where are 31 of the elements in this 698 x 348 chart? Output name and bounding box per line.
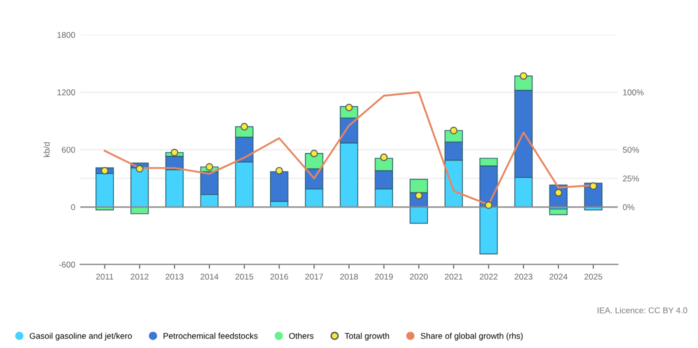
y2-tick-label: 0%: [622, 204, 634, 210]
x-tick-label: 2012: [130, 274, 148, 280]
legend-label: Total growth: [344, 332, 389, 340]
y-tick-label: 1200: [58, 89, 76, 96]
x-tick-label: 2018: [340, 274, 358, 280]
legend-label: Others: [289, 332, 314, 339]
x-tick-label: 2023: [514, 274, 532, 280]
y-tick-label: 1800: [58, 32, 76, 38]
y2-tick-label: 50%: [622, 146, 639, 153]
x-tick-label: 2020: [410, 274, 428, 280]
text: IEA. Licence: CC BY 4.0: [598, 307, 688, 314]
y-tick-label: -600: [59, 262, 76, 268]
legend-label: Gasoil gasoline and jet/kero: [30, 332, 132, 340]
x-tick-label: 2025: [584, 274, 602, 280]
x-tick-label: 2014: [200, 274, 218, 280]
x-tick-label: 2011: [96, 274, 114, 280]
x-tick-label: 2022: [480, 274, 498, 280]
y2-tick-label: 25%: [623, 176, 639, 182]
y-axis-title: kb/d: [44, 142, 50, 157]
y-tick-label: 600: [62, 146, 76, 153]
x-tick-label: 2024: [550, 274, 568, 280]
y2-tick-label: 100%: [623, 89, 644, 96]
x-tick-label: 2021: [444, 274, 463, 280]
x-tick-label: 2017: [305, 274, 323, 280]
x-tick-label: 2016: [270, 274, 288, 280]
x-tick-label: 2015: [235, 274, 254, 280]
legend-label: Share of global growth (rhs): [420, 332, 523, 340]
x-tick-label: 2019: [375, 274, 393, 280]
y-tick-label: 0: [71, 204, 76, 210]
legend-label: Petrochemical feedstocks: [164, 332, 258, 339]
x-tick-label: 2013: [166, 274, 184, 280]
